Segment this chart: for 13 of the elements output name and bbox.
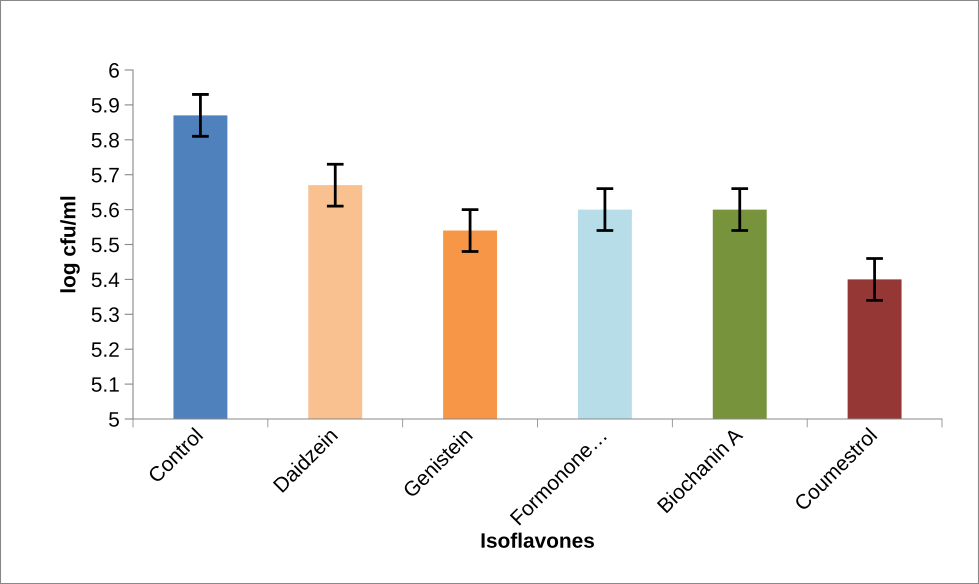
- y-tick-label: 5.1: [92, 377, 119, 392]
- y-tick-label: 5.5: [92, 238, 119, 252]
- y-axis-title: log cfu/ml: [60, 196, 80, 292]
- y-tick-label: 5.8: [92, 132, 119, 148]
- y-tick-label: 5.2: [92, 342, 119, 357]
- y-tick-label: 5.7: [92, 168, 119, 182]
- y-tick-label: 5.4: [92, 272, 120, 288]
- y-tick-label: 5.9: [92, 98, 119, 113]
- y-tick-label: 6: [109, 63, 119, 78]
- y-tick-label: 5.6: [92, 202, 119, 218]
- y-tick-label: 5: [109, 412, 119, 427]
- x-axis-title: Isoflavones: [482, 532, 594, 548]
- y-tick-label: 5.3: [92, 307, 119, 322]
